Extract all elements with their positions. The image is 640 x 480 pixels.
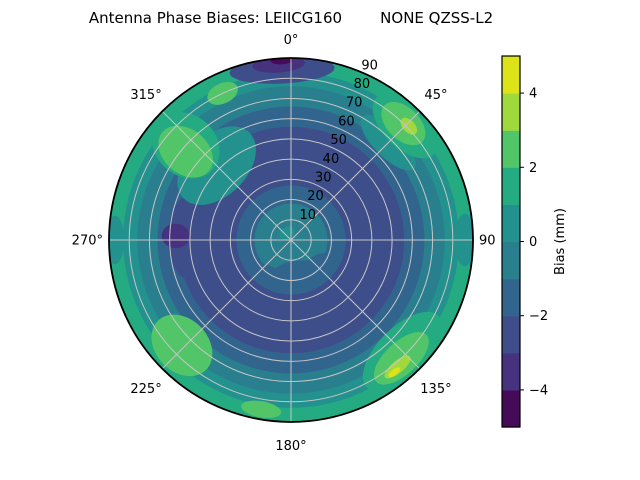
colorbar-band <box>502 204 520 243</box>
colorbar-band <box>502 352 520 391</box>
colorbar-tick-label: 2 <box>529 161 537 176</box>
angular-tick-label: 225° <box>130 382 161 397</box>
contour-feature <box>400 117 418 135</box>
contour-feature <box>151 314 213 377</box>
grid-spoke <box>161 110 421 370</box>
radial-tick-label: 40 <box>323 152 340 167</box>
angular-tick-label: 45° <box>424 88 447 103</box>
contour-feature <box>167 192 221 282</box>
colorbar-band <box>502 130 520 168</box>
polar-grid <box>109 58 473 422</box>
colorbar-tick-label: 0 <box>529 235 537 250</box>
colorbar-axis-label: Bias (mm) <box>553 208 568 275</box>
angular-tick-label: 315° <box>130 88 161 103</box>
colorbar: −4 −2 0 2 4 Bias (mm) <box>501 55 568 428</box>
radial-tick-label: 50 <box>330 133 347 148</box>
radial-tick-label: 90 <box>361 58 378 73</box>
contour-feature <box>241 400 282 418</box>
radial-tick-label: 60 <box>338 114 355 129</box>
colorbar-band <box>502 278 520 317</box>
radial-tick-label: 20 <box>307 189 324 204</box>
colorbar-band <box>502 93 520 131</box>
colorbar-band <box>502 241 520 280</box>
radial-tick-labels: 10 20 30 40 50 60 70 80 90 <box>299 58 377 222</box>
colorbar-band <box>502 389 520 428</box>
colorbar-band <box>502 167 520 205</box>
colorbar-band <box>502 56 520 94</box>
colorbar-tick-label: −2 <box>529 309 548 324</box>
radial-tick-label: 30 <box>315 170 332 185</box>
angular-tick-label: 90 <box>479 234 496 249</box>
angular-tick-labels: 0° 45° 90 135° 180° 225° 270° 315° <box>72 33 496 454</box>
contour-feature <box>273 260 318 280</box>
polar-outline <box>108 57 474 423</box>
colorbar-tick-label: 4 <box>529 87 537 102</box>
contour-feature <box>388 367 401 378</box>
chart-title: Antenna Phase Biases: LEIICG160 NONE QZS… <box>88 9 494 27</box>
radial-tick-label: 70 <box>346 96 363 111</box>
radial-tick-label: 80 <box>354 77 371 92</box>
angular-tick-label: 180° <box>275 439 306 454</box>
angular-tick-label: 0° <box>284 33 299 48</box>
radial-tick-label: 10 <box>299 208 316 223</box>
colorbar-band <box>502 315 520 354</box>
colorbar-tick-label: −4 <box>529 383 548 398</box>
contour-feature <box>158 125 213 178</box>
contour-feature <box>161 223 190 249</box>
angular-tick-label: 135° <box>420 382 451 397</box>
angular-tick-label: 270° <box>72 234 103 249</box>
